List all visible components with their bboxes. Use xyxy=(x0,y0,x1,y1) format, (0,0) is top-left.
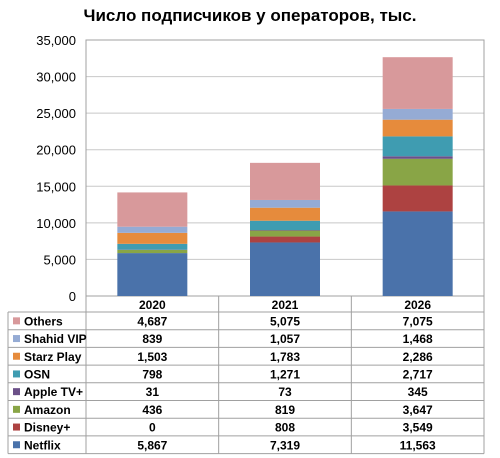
bar-segment xyxy=(117,232,188,244)
bar-segment xyxy=(117,253,188,296)
bar-segment xyxy=(382,185,453,212)
bar-segment xyxy=(250,230,320,231)
bar-segment xyxy=(250,162,320,200)
data-label: 2,717 xyxy=(403,367,433,381)
y-tick-label: 10,000 xyxy=(36,216,76,231)
data-label: 345 xyxy=(408,385,428,399)
legend-label: Starz Play xyxy=(24,350,82,364)
y-tick-label: 20,000 xyxy=(36,143,76,158)
legend-label: Shahid VIP xyxy=(24,332,87,346)
data-label: 798 xyxy=(142,367,162,381)
legend-label: OSN xyxy=(24,367,50,381)
data-label: 7,319 xyxy=(270,438,300,452)
y-tick-label: 15,000 xyxy=(36,179,76,194)
y-tick-label: 0 xyxy=(69,289,76,304)
data-label: 0 xyxy=(149,421,156,435)
bar-segment xyxy=(382,158,453,186)
legend-label: Disney+ xyxy=(24,421,70,435)
legend-swatch xyxy=(13,335,20,343)
legend-label: Apple TV+ xyxy=(24,385,83,399)
data-label: 3,647 xyxy=(403,403,433,417)
data-label: 839 xyxy=(142,332,162,346)
data-label: 1,057 xyxy=(270,332,300,346)
data-label: 436 xyxy=(142,403,162,417)
legend-label: Netflix xyxy=(24,438,61,452)
bar-segment xyxy=(382,119,453,137)
data-label: 808 xyxy=(275,421,295,435)
data-label: 31 xyxy=(146,385,160,399)
bar-segment xyxy=(250,236,320,243)
x-tick-label: 2020 xyxy=(139,298,166,312)
bar-segment xyxy=(382,211,453,296)
bar-segment xyxy=(250,242,320,296)
x-tick-label: 2021 xyxy=(272,298,299,312)
bar-segment xyxy=(117,249,188,254)
data-label: 1,783 xyxy=(270,350,300,364)
x-tick-label: 2026 xyxy=(404,298,431,312)
legend-swatch xyxy=(13,441,20,449)
chart-title: Число подписчиков у операторов, тыс. xyxy=(83,6,417,25)
bar-segment xyxy=(117,192,188,227)
data-label: 7,075 xyxy=(403,314,433,328)
data-label: 2,286 xyxy=(403,350,433,364)
bar-segment xyxy=(250,220,320,231)
y-tick-label: 25,000 xyxy=(36,106,76,121)
data-label: 4,687 xyxy=(137,314,167,328)
legend-swatch xyxy=(13,370,20,378)
legend-swatch xyxy=(13,388,20,396)
legend-swatch xyxy=(13,423,20,431)
bar-segment xyxy=(250,199,320,208)
bar-segment xyxy=(117,243,188,250)
data-label: 5,867 xyxy=(137,438,167,452)
y-tick-label: 30,000 xyxy=(36,70,76,85)
legend-label: Amazon xyxy=(24,403,71,417)
bar-segment xyxy=(382,136,453,157)
data-label: 73 xyxy=(278,385,292,399)
legend-label: Others xyxy=(24,314,63,328)
data-label: 11,563 xyxy=(400,438,436,452)
bar-segment xyxy=(382,57,453,109)
legend-swatch xyxy=(13,352,20,360)
bar-segment xyxy=(250,207,320,221)
bar-segment xyxy=(382,156,453,159)
y-tick-label: 35,000 xyxy=(36,33,76,48)
y-tick-label: 5,000 xyxy=(43,252,76,267)
data-label: 5,075 xyxy=(270,314,300,328)
legend-swatch xyxy=(13,317,20,325)
bar-segment xyxy=(250,230,320,237)
legend-swatch xyxy=(13,405,20,413)
data-label: 1,271 xyxy=(270,367,300,381)
data-label: 1,468 xyxy=(403,332,433,346)
bar-segment xyxy=(382,108,453,120)
data-label: 1,503 xyxy=(137,350,167,364)
data-label: 3,549 xyxy=(403,421,433,435)
bar-segment xyxy=(117,226,188,233)
data-label: 819 xyxy=(275,403,295,417)
